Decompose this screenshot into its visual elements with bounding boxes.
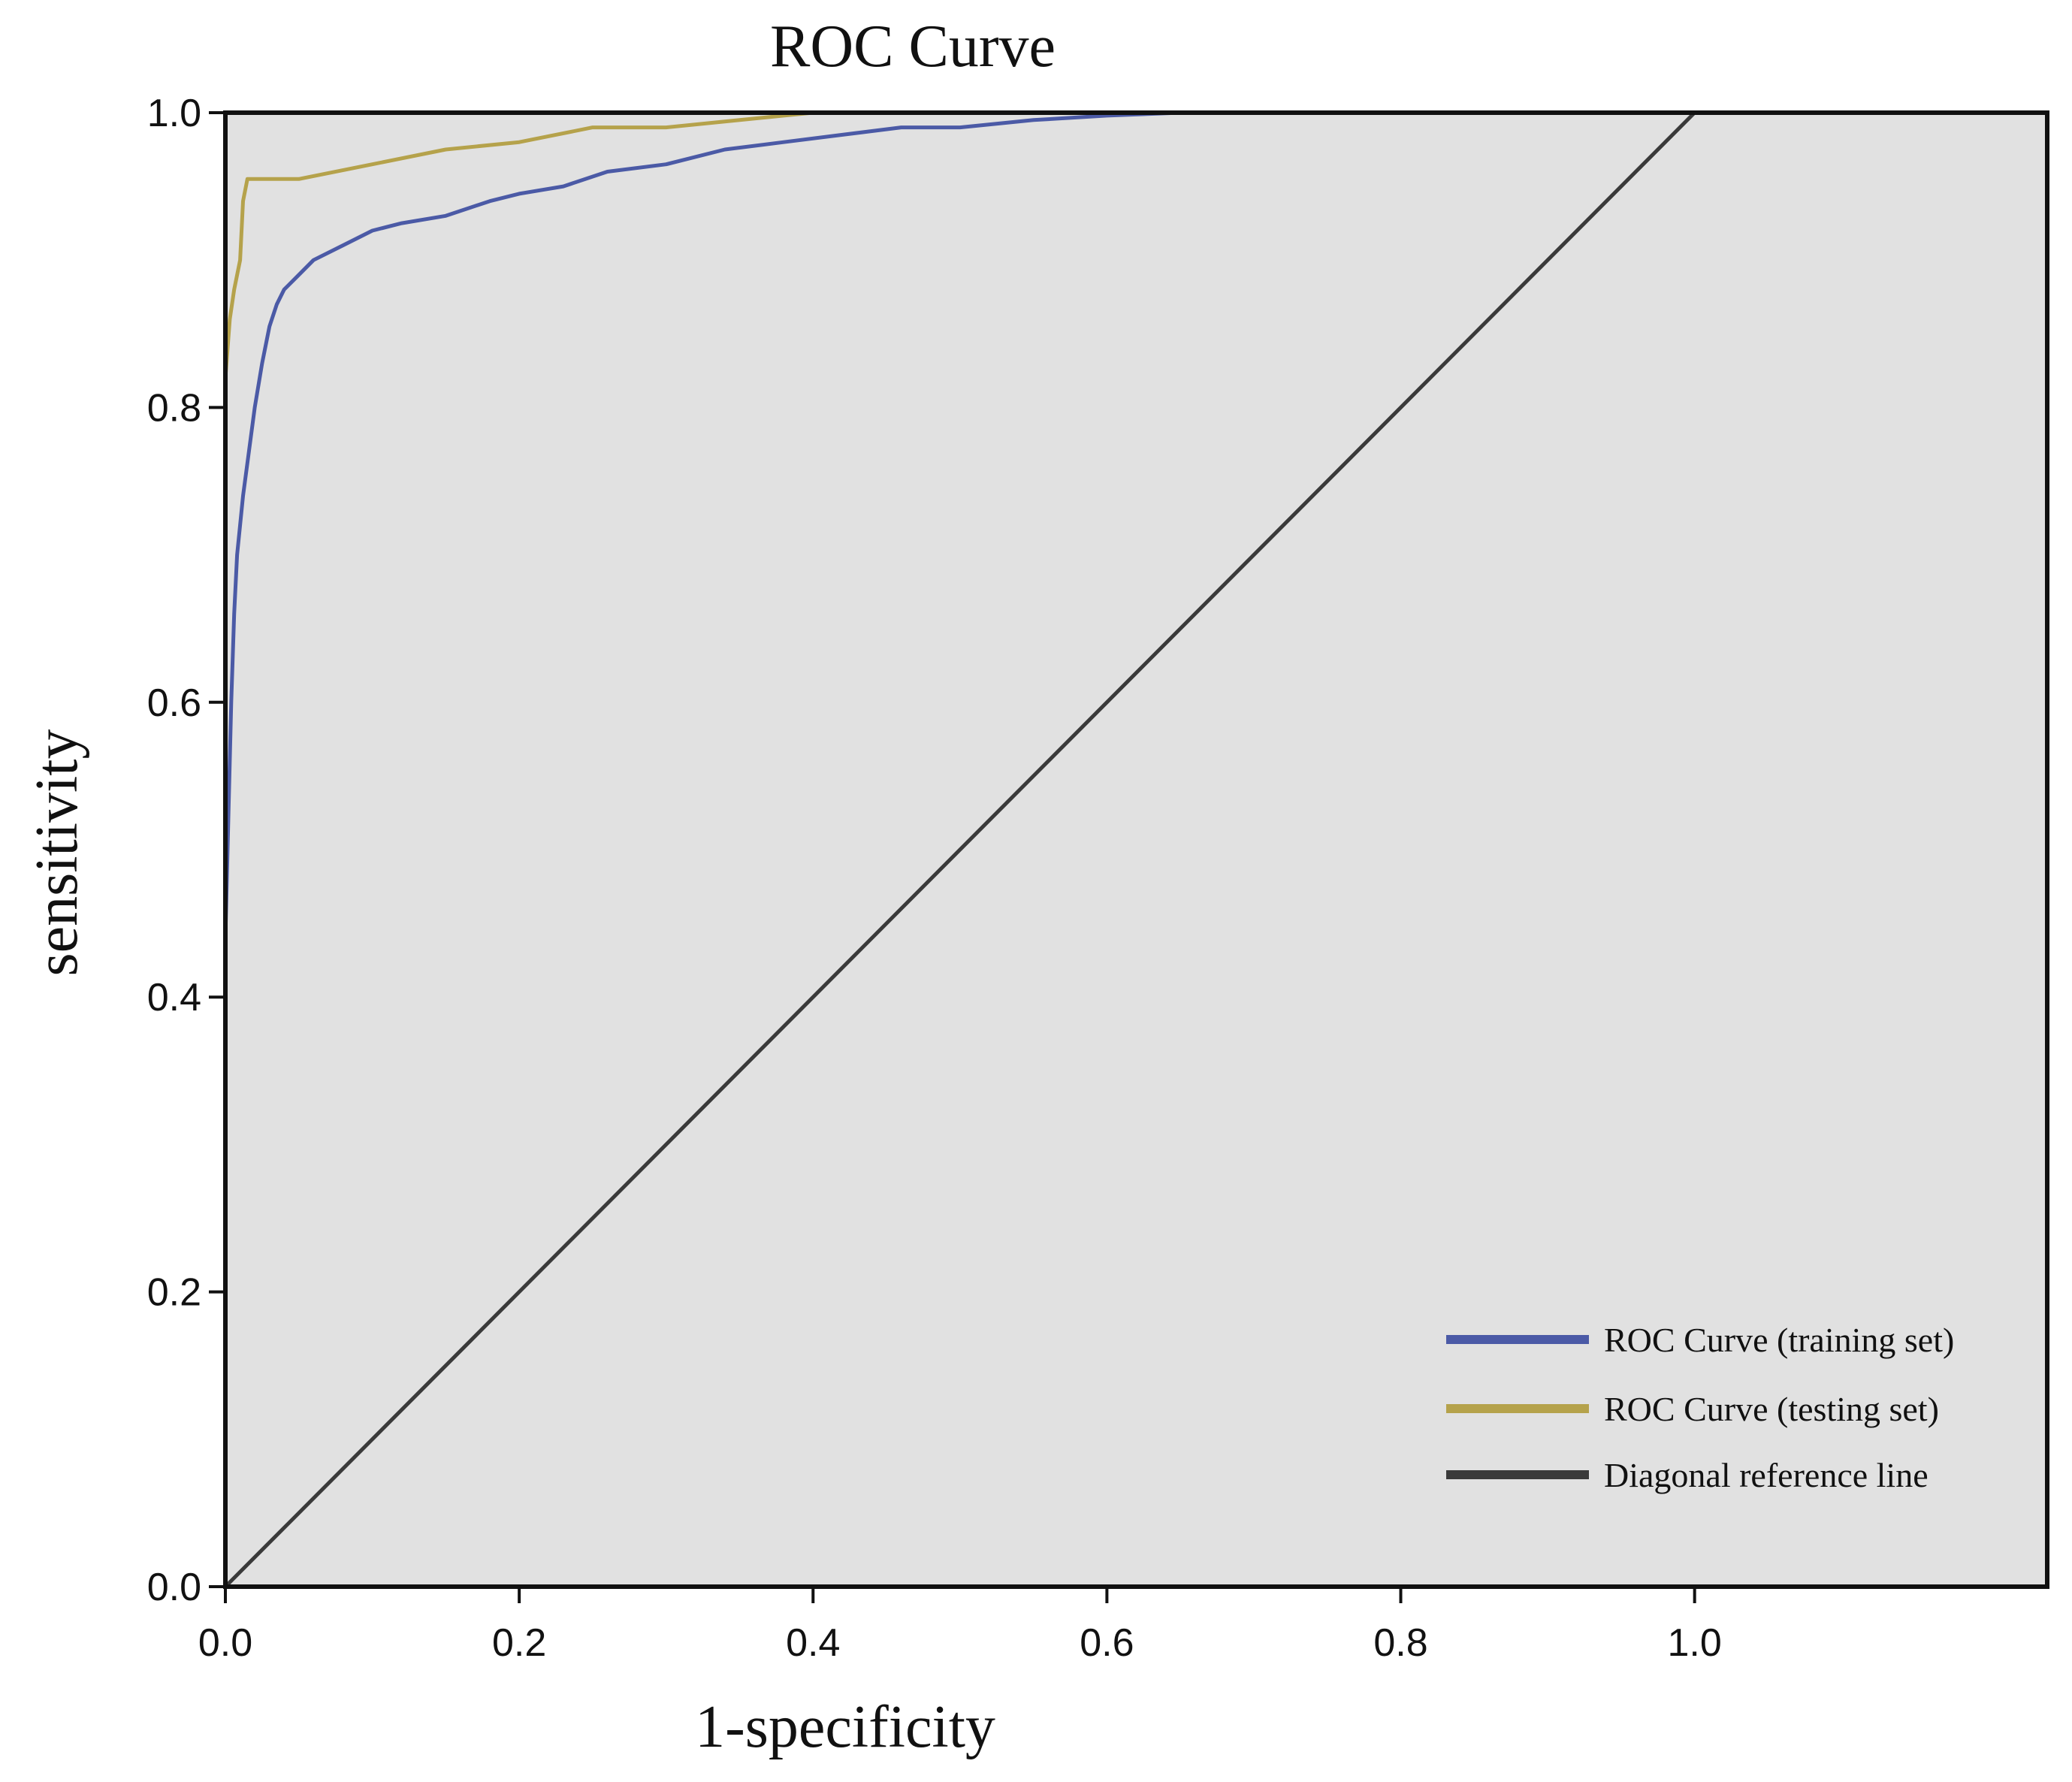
x-axis-label: 1-specificity	[695, 1694, 995, 1760]
legend-label-1: ROC Curve (training set)	[1604, 1321, 1954, 1359]
x-tick-label: 0.8	[1373, 1621, 1427, 1665]
chart-title: ROC Curve	[770, 14, 1056, 80]
legend-label-3: Diagonal reference line	[1604, 1456, 1929, 1494]
legend: ROC Curve (training set) ROC Curve (testi…	[1446, 1321, 1954, 1494]
plot-frame	[223, 110, 2049, 1589]
x-axis: 0.0 0.2 0.4 0.6 0.8 1.0	[198, 1587, 1722, 1665]
y-tick-label: 0.6	[147, 681, 201, 725]
x-tick-label: 0.2	[492, 1621, 546, 1665]
y-tick-label: 1.0	[147, 92, 201, 135]
x-tick-label: 0.4	[786, 1621, 840, 1665]
y-tick-label: 0.0	[147, 1566, 201, 1609]
y-tick-label: 0.8	[147, 386, 201, 430]
y-axis: 0.0 0.2 0.4 0.6 0.8 1.0	[147, 92, 225, 1609]
legend-label-2: ROC Curve (testing set)	[1604, 1390, 1939, 1428]
y-axis-label: sensitivity	[24, 729, 90, 977]
x-tick-label: 1.0	[1667, 1621, 1721, 1665]
x-tick-label: 0.6	[1080, 1621, 1134, 1665]
x-tick-label: 0.0	[198, 1621, 252, 1665]
plot-area	[225, 113, 2047, 1587]
series-line-3	[224, 111, 1696, 1588]
y-tick-label: 0.4	[147, 976, 201, 1019]
series-line-1	[223, 110, 1695, 1587]
y-tick-label: 0.2	[147, 1271, 201, 1315]
